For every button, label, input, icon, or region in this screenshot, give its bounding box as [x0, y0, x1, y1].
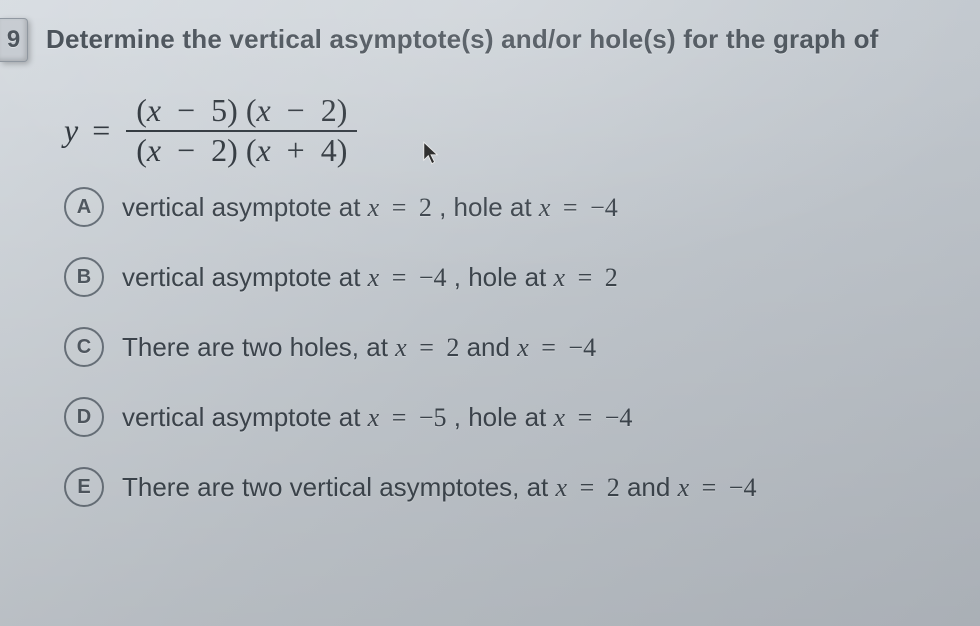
option-bubble: D — [64, 397, 104, 437]
equation-lhs: y — [64, 112, 78, 149]
equation-denominator: (x − 2) (x + 4) — [126, 132, 357, 170]
question-page: 9 Determine the vertical asymptote(s) an… — [0, 0, 980, 555]
option-text: vertical asymptote at x = 2 , hole at x … — [122, 192, 618, 223]
equation-numerator: (x − 5) (x − 2) — [126, 92, 357, 130]
cursor-icon — [422, 140, 440, 166]
question-number: 9 — [7, 26, 20, 54]
option-text: vertical asymptote at x = −5 , hole at x… — [122, 402, 632, 433]
equation: y = (x − 5) (x − 2) (x − 2) (x + 4) — [64, 92, 962, 169]
option-c[interactable]: C There are two holes, at x = 2 and x = … — [64, 327, 962, 367]
options-list: A vertical asymptote at x = 2 , hole at … — [64, 187, 962, 507]
option-bubble: A — [64, 187, 104, 227]
equation-equals: = — [92, 112, 110, 149]
option-d[interactable]: D vertical asymptote at x = −5 , hole at… — [64, 397, 962, 437]
question-header: 9 Determine the vertical asymptote(s) an… — [0, 18, 962, 62]
option-text: There are two holes, at x = 2 and x = −4 — [122, 332, 596, 363]
option-text: There are two vertical asymptotes, at x … — [122, 472, 756, 503]
option-bubble: C — [64, 327, 104, 367]
option-bubble: E — [64, 467, 104, 507]
option-text: vertical asymptote at x = −4 , hole at x… — [122, 262, 618, 293]
equation-fraction: (x − 5) (x − 2) (x − 2) (x + 4) — [126, 92, 357, 169]
option-bubble: B — [64, 257, 104, 297]
option-b[interactable]: B vertical asymptote at x = −4 , hole at… — [64, 257, 962, 297]
question-number-box: 9 — [0, 18, 28, 62]
option-a[interactable]: A vertical asymptote at x = 2 , hole at … — [64, 187, 962, 227]
question-text: Determine the vertical asymptote(s) and/… — [46, 18, 879, 55]
option-e[interactable]: E There are two vertical asymptotes, at … — [64, 467, 962, 507]
